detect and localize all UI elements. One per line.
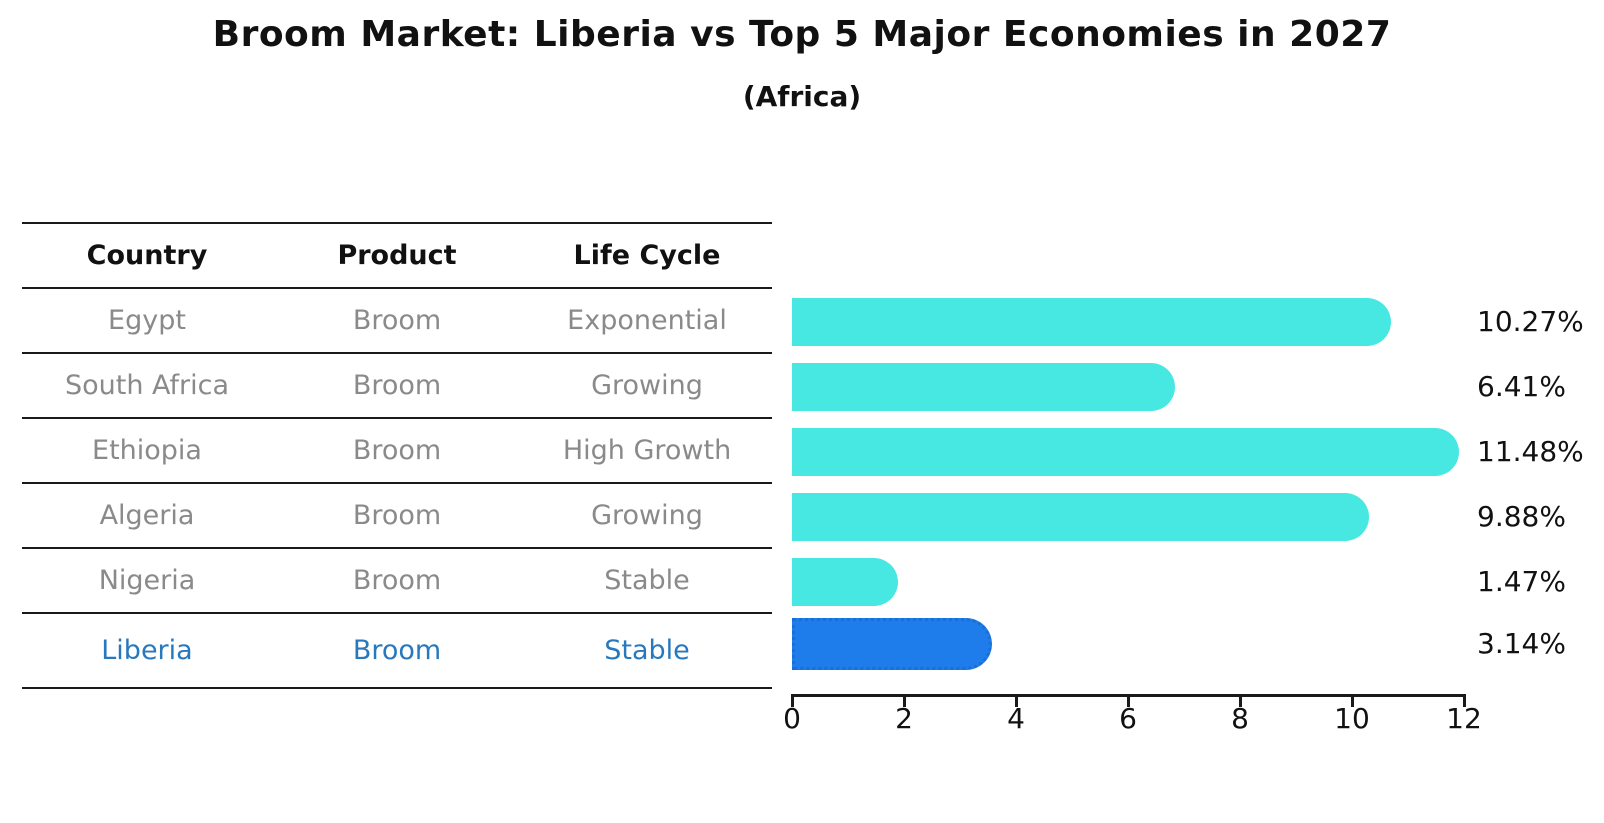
- table-row: South Africa Broom Growing: [22, 354, 772, 419]
- country-table: Country Product Life Cycle Egypt Broom E…: [22, 222, 772, 689]
- table-cell-life-cycle: Stable: [604, 635, 690, 666]
- x-axis-tick-label: 4: [1007, 702, 1025, 735]
- bar: [792, 557, 899, 606]
- table-cell-life-cycle: Stable: [604, 565, 690, 596]
- table-row: Liberia Broom Stable: [22, 614, 772, 689]
- x-axis-tick-mark: [790, 695, 794, 707]
- chart-subtitle: (Africa): [742, 80, 862, 113]
- x-axis-tick-mark: [1462, 695, 1466, 707]
- x-axis-tick-mark: [1350, 695, 1354, 707]
- bar-value-label: 11.48%: [1477, 434, 1584, 468]
- bar: [792, 617, 992, 670]
- table-row: Ethiopia Broom High Growth: [22, 419, 772, 484]
- table-cell-life-cycle: High Growth: [562, 435, 732, 466]
- table-row: Egypt Broom Exponential: [22, 289, 772, 354]
- bar-value-label: 10.27%: [1477, 304, 1584, 338]
- table-cell-life-cycle: Growing: [591, 370, 703, 401]
- bar-value-label: 6.41%: [1477, 369, 1566, 403]
- table-header-product: Product: [337, 240, 457, 271]
- table-row: Nigeria Broom Stable: [22, 549, 772, 614]
- table-cell-product: Broom: [352, 305, 442, 336]
- table-header-row: Country Product Life Cycle: [22, 222, 772, 289]
- bar: [792, 362, 1175, 411]
- table-cell-product: Broom: [352, 370, 442, 401]
- bar: [792, 492, 1370, 541]
- x-axis-tick-mark: [1126, 695, 1130, 707]
- table-cell-product: Broom: [352, 500, 442, 531]
- table-cell-country: Ethiopia: [92, 435, 202, 466]
- x-axis-tick-label: 8: [1231, 702, 1249, 735]
- x-axis-tick-mark: [1238, 695, 1242, 707]
- x-axis-tick-mark: [1014, 695, 1018, 707]
- chart-title: Broom Market: Liberia vs Top 5 Major Eco…: [212, 14, 1392, 55]
- table-cell-country: Liberia: [101, 635, 193, 666]
- x-axis-tick-label: 0: [783, 702, 801, 735]
- table-cell-life-cycle: Exponential: [567, 305, 727, 336]
- table-cell-product: Broom: [352, 565, 442, 596]
- table-cell-country: Nigeria: [98, 565, 196, 596]
- table-body: Egypt Broom Exponential South Africa Bro…: [22, 289, 772, 689]
- bar: [792, 297, 1392, 346]
- x-axis-tick-label: 12: [1446, 702, 1482, 735]
- table-header-country: Country: [86, 240, 208, 271]
- x-axis-tick-label: 2: [895, 702, 913, 735]
- table-cell-product: Broom: [352, 435, 442, 466]
- x-axis-tick-label: 10: [1334, 702, 1370, 735]
- bar-value-label: 9.88%: [1477, 499, 1566, 533]
- table-cell-country: Algeria: [99, 500, 195, 531]
- x-axis-tick-label: 6: [1119, 702, 1137, 735]
- table-cell-product: Broom: [352, 635, 442, 666]
- table-cell-country: South Africa: [64, 370, 230, 401]
- table-row: Algeria Broom Growing: [22, 484, 772, 549]
- table-cell-country: Egypt: [108, 305, 186, 336]
- table-header-life-cycle: Life Cycle: [573, 240, 721, 271]
- x-axis-tick-mark: [902, 695, 906, 707]
- bar: [792, 427, 1459, 476]
- bar-value-label: 3.14%: [1477, 626, 1566, 660]
- bar-value-label: 1.47%: [1477, 564, 1566, 598]
- table-cell-life-cycle: Growing: [591, 500, 703, 531]
